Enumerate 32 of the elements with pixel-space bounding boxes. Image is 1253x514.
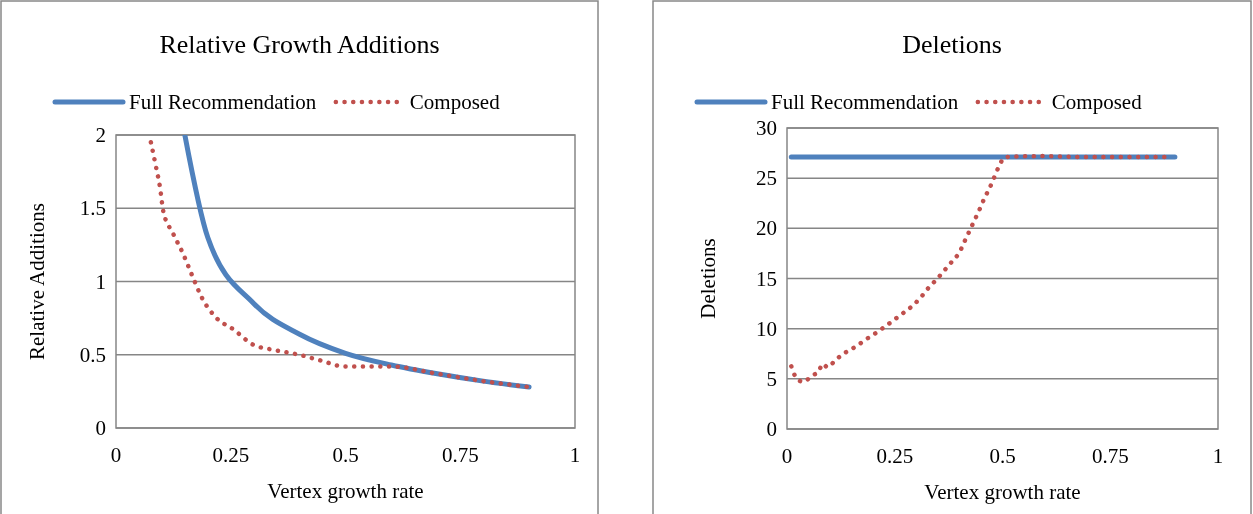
legend-label: Full Recommendation [129, 90, 317, 114]
y-tick-label: 5 [766, 366, 777, 391]
y-axis-title: Relative Additions [25, 203, 49, 360]
x-tick-label: 0.75 [441, 443, 479, 467]
y-axis-title: Deletions [696, 238, 720, 319]
y-tick-label: 15 [756, 266, 777, 291]
y-tick-label: 20 [756, 216, 777, 241]
y-tick-label: 30 [756, 116, 777, 140]
x-tick-label: 0.25 [876, 444, 914, 468]
legend-label: Full Recommendation [771, 90, 959, 114]
y-tick-label: 0.5 [79, 342, 106, 367]
legend-label: Composed [409, 90, 501, 114]
x-axis-title: Vertex growth rate [924, 480, 1081, 504]
x-tick-label: 0.75 [1091, 444, 1129, 468]
chart-title: Deletions [902, 30, 1002, 59]
x-tick-label: 0.25 [212, 443, 250, 467]
x-tick-label: 0 [781, 444, 793, 468]
x-tick-label: 0.5 [989, 444, 1016, 468]
y-tick-label: 2 [95, 123, 106, 147]
y-tick-label: 1 [95, 269, 106, 294]
x-tick-label: 0 [110, 443, 122, 467]
y-tick-label: 0 [766, 417, 777, 441]
y-tick-label: 1.5 [79, 196, 106, 221]
x-tick-label: 1 [1212, 444, 1224, 468]
chart-title: Relative Growth Additions [159, 30, 440, 59]
x-axis-title: Vertex growth rate [267, 479, 424, 503]
y-tick-label: 0 [95, 416, 106, 440]
legend-label: Composed [1051, 90, 1143, 114]
y-tick-label: 25 [756, 166, 777, 191]
x-tick-label: 1 [569, 443, 581, 467]
y-tick-label: 10 [756, 316, 777, 341]
x-tick-label: 0.5 [332, 443, 359, 467]
